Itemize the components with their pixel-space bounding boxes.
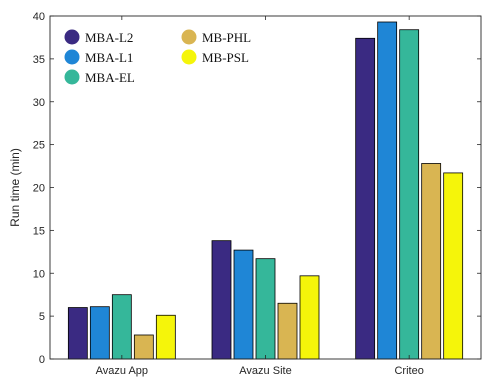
y-tick-label: 15: [33, 225, 45, 237]
legend: MBA-L2 MBA-L1 MBA-EL MB-PHL MB-PSL: [64, 29, 251, 85]
bar-mba-el-avazu-app: [111, 294, 132, 360]
bar-mb-phl-avazu-app: [133, 334, 154, 360]
x-tick-label: Avazu Site: [239, 365, 291, 377]
y-tick-label: 40: [33, 11, 45, 23]
x-tick-label: Criteo: [394, 365, 423, 377]
legend-label-mba-l1: MBA-L1: [85, 50, 133, 65]
legend-marker-mba-el: [64, 69, 80, 85]
legend-marker-mba-l1: [64, 49, 80, 65]
legend-label-mba-el: MBA-EL: [85, 70, 135, 85]
bar-mba-l1-criteo: [377, 21, 398, 360]
bar-mba-l2-avazu-app: [67, 307, 88, 360]
legend-label-mb-phl: MB-PHL: [202, 30, 251, 45]
bar-mb-phl-criteo: [421, 163, 442, 360]
y-axis-label: Run time (min): [8, 148, 22, 227]
bar-mb-psl-criteo: [443, 172, 464, 360]
x-tick-label: Avazu App: [96, 365, 148, 377]
ticks-group: Avazu App Avazu Site Criteo 0 5 10 15 20 25 30 35 4…: [33, 11, 481, 377]
legend-marker-mba-l2: [64, 29, 80, 45]
bar-mba-el-avazu-site: [255, 258, 276, 360]
legend-label-mb-psl: MB-PSL: [202, 50, 249, 65]
y-tick-label: 35: [33, 54, 45, 66]
y-tick-label: 20: [33, 183, 45, 195]
y-tick-label: 0: [39, 354, 45, 366]
bar-mb-psl-avazu-site: [299, 275, 320, 360]
legend-marker-mb-psl: [181, 49, 197, 65]
bar-mba-l1-avazu-site: [233, 249, 254, 360]
y-tick-label: 5: [39, 311, 45, 323]
legend-label-mba-l2: MBA-L2: [85, 30, 133, 45]
y-tick-label: 10: [33, 268, 45, 280]
y-tick-label: 25: [33, 140, 45, 152]
y-tick-label: 30: [33, 97, 45, 109]
bar-mba-l2-criteo: [355, 37, 376, 360]
bar-mb-phl-avazu-site: [277, 302, 298, 360]
bar-mba-l2-avazu-site: [211, 240, 232, 360]
bar-mb-psl-avazu-app: [155, 314, 176, 360]
legend-marker-mb-phl: [181, 29, 197, 45]
bar-mba-l1-avazu-app: [89, 306, 110, 360]
bar-mba-el-criteo: [399, 29, 420, 360]
